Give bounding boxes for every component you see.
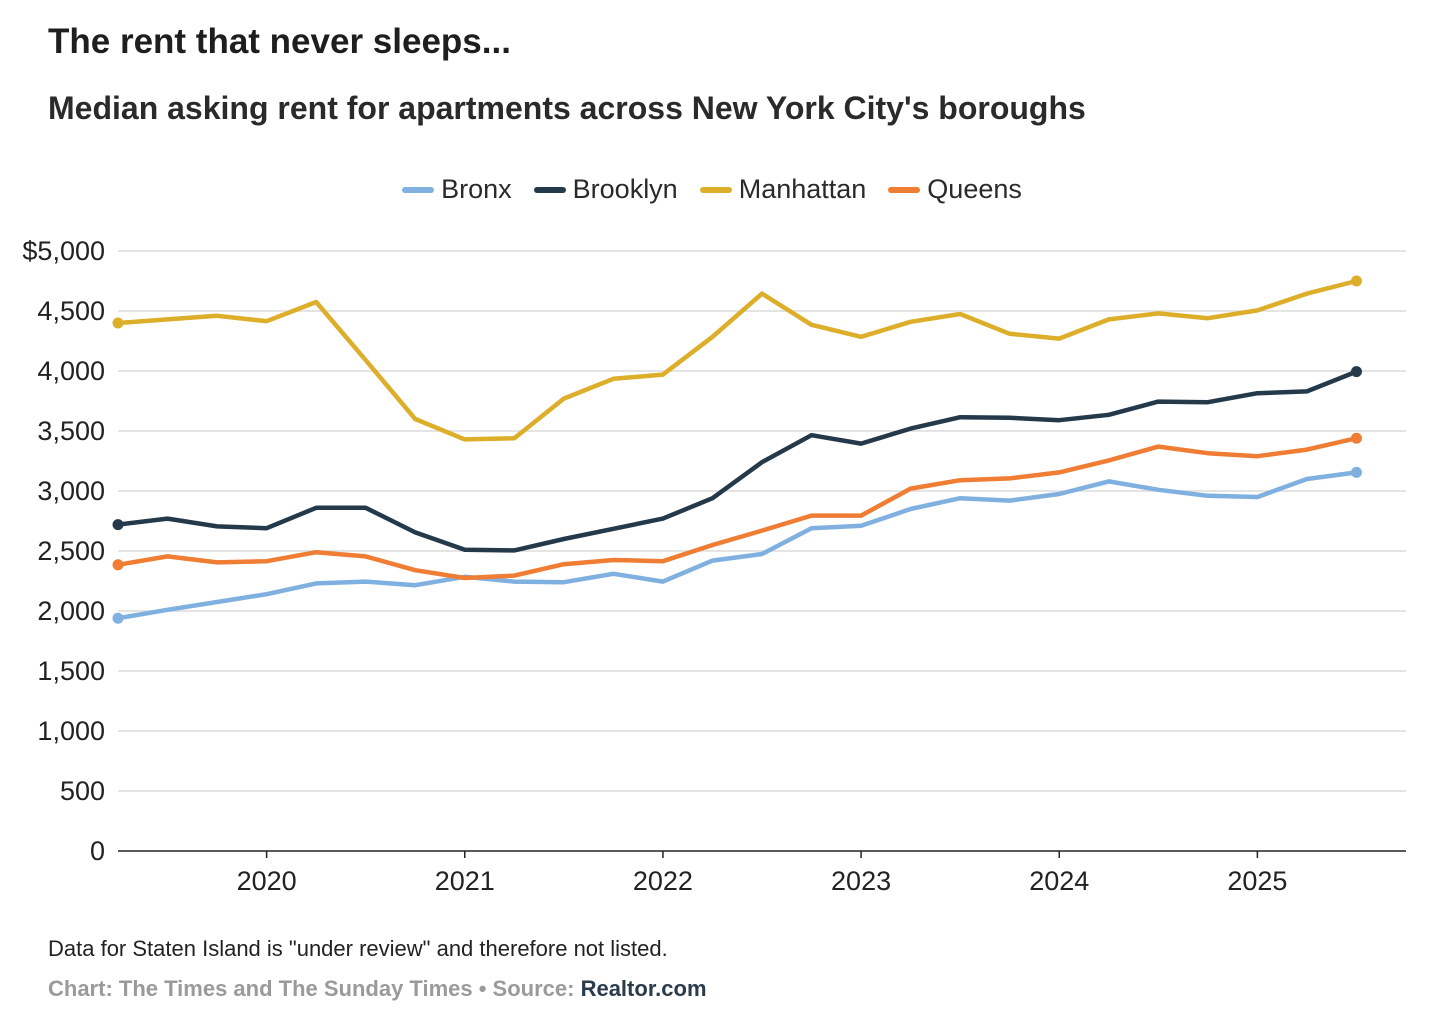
series-point-brooklyn-end[interactable] <box>1350 366 1362 378</box>
legend-label-manhattan: Manhattan <box>738 174 867 204</box>
series-line-bronx[interactable] <box>115 470 1359 621</box>
series-endpoints <box>112 275 1362 624</box>
series-point-bronx-start[interactable] <box>112 612 124 624</box>
legend-swatch-manhattan <box>699 186 732 193</box>
y-tick-label: 2,500 <box>37 536 105 566</box>
x-tick-label: 2024 <box>1029 866 1089 896</box>
x-tick-label: 2022 <box>633 866 693 896</box>
y-tick-label: 1,500 <box>37 656 105 686</box>
series-point-brooklyn-start[interactable] <box>112 519 124 531</box>
series-line-queens[interactable] <box>115 435 1359 581</box>
series-point-manhattan-end[interactable] <box>1350 275 1362 287</box>
credit-prefix: Chart: The Times and The Sunday Times • … <box>48 976 581 1001</box>
series-point-queens-end[interactable] <box>1350 432 1362 444</box>
x-tick-label: 2021 <box>435 866 495 896</box>
y-tick-label: 3,500 <box>37 416 105 446</box>
legend-item-manhattan[interactable]: Manhattan <box>699 174 867 205</box>
y-tick-label: 4,500 <box>37 296 105 326</box>
chart-legend: Bronx Brooklyn Manhattan Queens <box>0 174 1424 205</box>
series-point-bronx-end[interactable] <box>1350 466 1362 478</box>
legend-label-queens: Queens <box>927 174 1022 204</box>
line-chart: $5,000 4,500 4,000 3,500 3,000 2,500 2,000 1,50… <box>22 236 1406 896</box>
chart-subtitle: Median asking rent for apartments across… <box>48 90 1086 126</box>
y-tick-label: 2,000 <box>37 596 105 626</box>
y-tick-label: 500 <box>60 776 105 806</box>
y-tick-label: 0 <box>90 836 105 866</box>
legend-item-brooklyn[interactable]: Brooklyn <box>533 174 678 205</box>
legend-item-bronx[interactable]: Bronx <box>402 174 512 205</box>
series-line-brooklyn[interactable] <box>115 369 1359 553</box>
x-tick-label: 2023 <box>831 866 891 896</box>
source-link[interactable]: Realtor.com <box>580 976 707 1001</box>
footnote: Data for Staten Island is "under review"… <box>48 936 668 961</box>
legend-swatch-queens <box>888 186 921 193</box>
series-line-manhattan[interactable] <box>115 278 1359 442</box>
y-tick-label: 1,000 <box>37 716 105 746</box>
series-point-queens-start[interactable] <box>112 559 124 571</box>
legend-label-bronx: Bronx <box>441 174 512 204</box>
y-tick-label: 3,000 <box>37 476 105 506</box>
x-tick-label: 2020 <box>237 866 297 896</box>
legend-swatch-brooklyn <box>533 186 566 193</box>
y-tick-label: $5,000 <box>22 236 105 266</box>
x-axis: 2020 2021 2022 2023 2024 2025 <box>118 850 1406 896</box>
legend-label-brooklyn: Brooklyn <box>572 174 678 204</box>
y-axis: $5,000 4,500 4,000 3,500 3,000 2,500 2,000 1,50… <box>22 236 105 866</box>
legend-swatch-bronx <box>402 186 435 193</box>
x-tick-label: 2025 <box>1227 866 1287 896</box>
chart-title: The rent that never sleeps... <box>48 22 511 61</box>
credit-line: Chart: The Times and The Sunday Times • … <box>48 976 707 1002</box>
gridlines <box>118 250 1406 792</box>
series-lines <box>115 278 1359 621</box>
legend-item-queens[interactable]: Queens <box>888 174 1022 205</box>
series-point-manhattan-start[interactable] <box>112 317 124 329</box>
y-tick-label: 4,000 <box>37 356 105 386</box>
